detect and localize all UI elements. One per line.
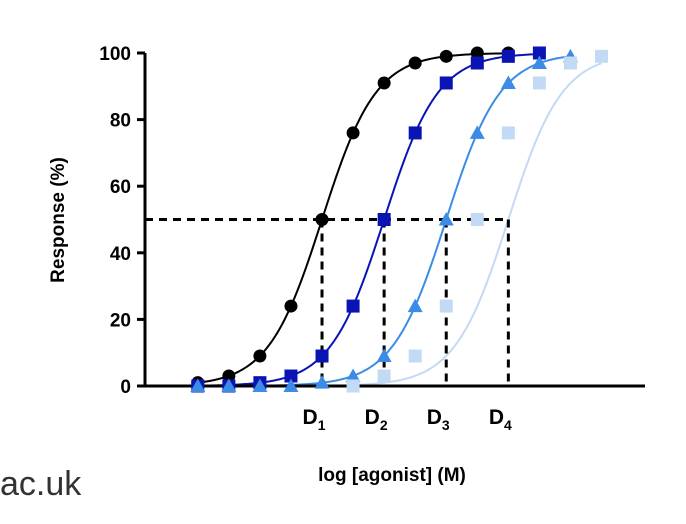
ec50-reference-lines (145, 218, 510, 386)
y-axis-title: Response (%) (48, 157, 69, 283)
point-series-4-13 (563, 56, 577, 70)
point-series-1-5 (315, 213, 329, 226)
point-series-4-14 (595, 49, 609, 63)
point-series-2-7 (377, 213, 391, 226)
point-series-2-12 (532, 46, 546, 60)
y-tick-label-40: 40 (110, 244, 131, 265)
y-tick-labels: 0 20 40 60 80 100 (99, 44, 131, 398)
point-series-1-6 (346, 126, 360, 140)
point-series-4-11 (501, 126, 515, 140)
point-series-1-3 (253, 349, 267, 363)
watermark-text: ac.uk (0, 465, 82, 503)
x-axis-title: log [agonist] (M) (318, 465, 466, 486)
ec50-label-d1: D1 (303, 406, 326, 433)
point-series-4-7 (377, 369, 391, 383)
point-series-3-2 (221, 378, 237, 392)
point-series-1-4 (284, 299, 298, 313)
point-series-2-4 (284, 369, 298, 383)
point-series-3-10 (469, 125, 485, 139)
y-tick-label-100: 100 (99, 44, 131, 65)
point-series-2-9 (439, 76, 453, 90)
point-series-4-12 (532, 76, 546, 90)
point-series-2-11 (501, 49, 515, 63)
point-series-2-8 (408, 126, 422, 140)
point-series-4-10 (470, 213, 484, 226)
y-tick-label-60: 60 (110, 177, 131, 198)
ec50-label-d3: D3 (427, 406, 450, 433)
point-series-4-8 (408, 349, 422, 363)
ec50-label-d4: D4 (489, 406, 512, 433)
ec50-labels: D1 D2 D3 D4 (303, 406, 513, 433)
point-series-1-2 (222, 369, 236, 383)
point-series-4-6 (346, 379, 360, 393)
point-series-3-12 (531, 55, 547, 69)
point-series-3-11 (500, 75, 516, 89)
y-tick-label-80: 80 (110, 111, 131, 132)
point-series-4-9 (439, 299, 453, 313)
point-series-3-7 (376, 348, 392, 363)
point-series-1-8 (408, 56, 422, 70)
point-series-1-10 (470, 46, 484, 60)
point-series-3-1 (190, 378, 206, 392)
point-series-1-7 (377, 76, 391, 90)
point-series-3-9 (438, 212, 454, 226)
point-series-1-9 (439, 49, 453, 63)
point-series-2-10 (470, 56, 484, 70)
y-tick-label-0: 0 (120, 377, 131, 398)
point-series-2-5 (315, 349, 329, 363)
ec50-label-d2: D2 (365, 406, 388, 433)
point-series-3-6 (345, 368, 361, 383)
point-series-3-8 (407, 298, 423, 313)
data-points (190, 46, 609, 393)
point-series-3-3 (252, 378, 268, 392)
curve-series-4 (353, 62, 602, 386)
point-series-3-5 (314, 375, 330, 389)
point-series-3-4 (283, 378, 299, 392)
y-tick-label-20: 20 (110, 310, 131, 331)
point-series-2-6 (346, 299, 360, 313)
